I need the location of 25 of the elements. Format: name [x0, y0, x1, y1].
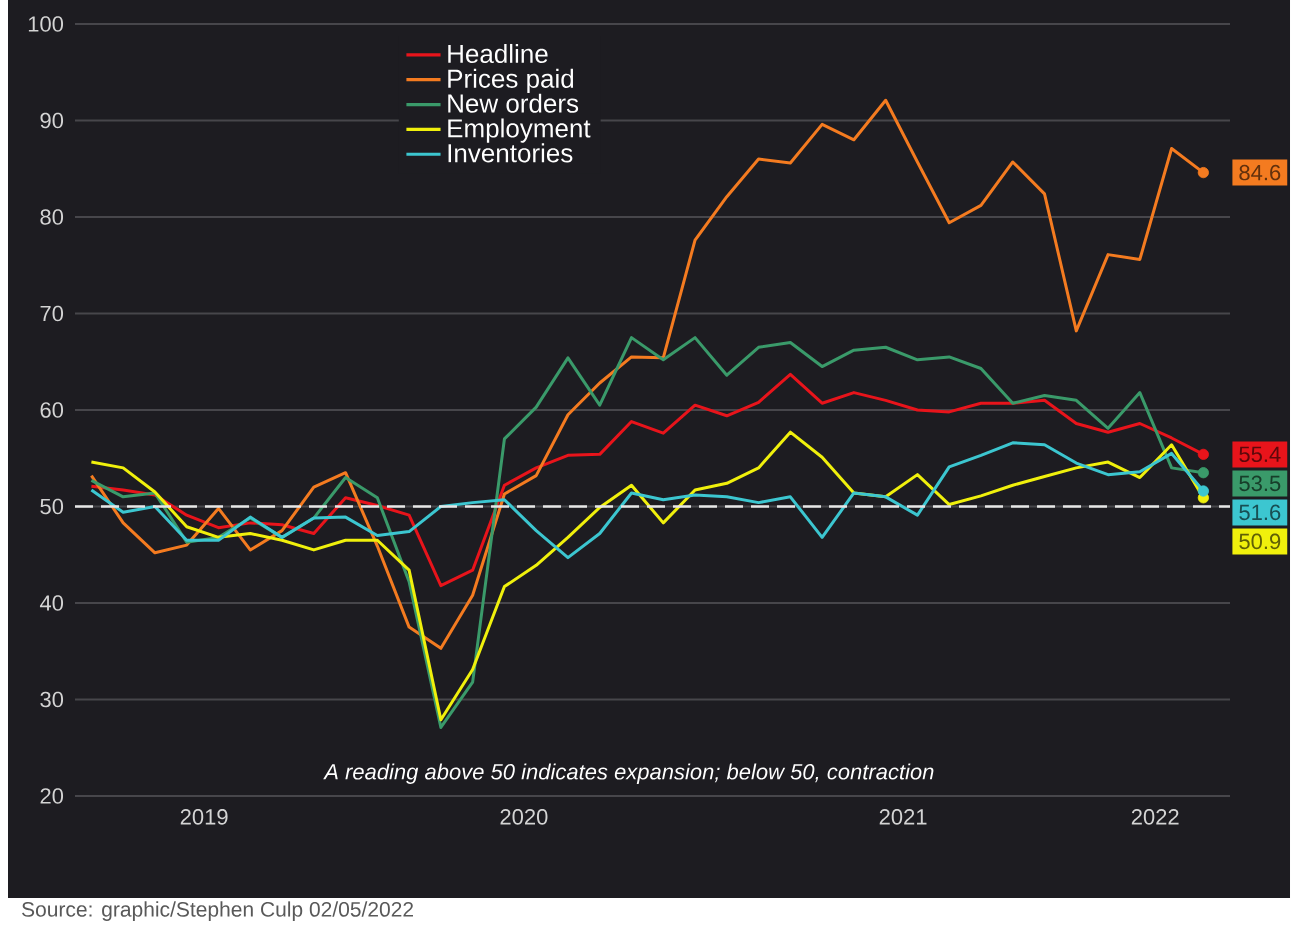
legend-label: Headline [448, 43, 548, 64]
source-note: Source: graphic/Stephen Culp 02/05/2022 [22, 901, 413, 921]
y-tick-label: 70 [40, 305, 64, 322]
data-label: 51.6 [1239, 504, 1281, 521]
data-label: 50.9 [1239, 533, 1281, 550]
x-tick-label: 2019 [180, 809, 228, 825]
data-label: 53.5 [1239, 475, 1281, 492]
legend-label: Prices paid [448, 68, 574, 94]
y-tick-label: 40 [39, 595, 64, 611]
data-label: 55.4 [1239, 446, 1281, 463]
y-tick-label: 90 [40, 112, 64, 129]
x-tick-label: 2022 [1131, 809, 1179, 825]
y-tick-label: 20 [40, 788, 64, 804]
annotation: A reading above 50 indicates expansion; below 50, contraction [323, 763, 934, 784]
y-tick-label: 60 [40, 402, 64, 418]
x-tick-label: 2021 [879, 809, 927, 825]
y-tick-label: 30 [40, 691, 64, 708]
data-label: 84.6 [1239, 164, 1281, 181]
legend-label: New orders [448, 93, 579, 113]
y-tick-label: 80 [40, 209, 64, 225]
legend-label: Employment [448, 118, 591, 143]
x-tick-label: 2020 [500, 809, 548, 825]
y-tick-label: 50 [40, 498, 64, 515]
legend-label: Inventories [448, 143, 573, 163]
y-tick-label: 100 [28, 16, 64, 32]
